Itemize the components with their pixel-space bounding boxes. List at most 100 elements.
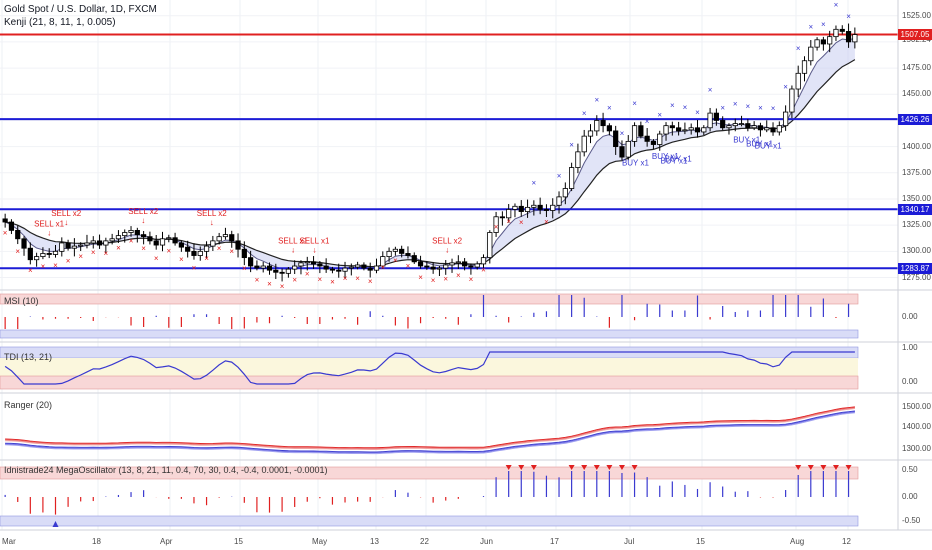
candle-body: [694, 127, 701, 133]
kenji-indicator-label[interactable]: Kenji (21, 8, 11, 1, 0.005): [4, 17, 116, 28]
sell-cross-marker: ×: [318, 275, 323, 284]
symbol-title[interactable]: Gold Spot / U.S. Dollar, 1D, FXCM: [4, 4, 157, 15]
price-tag: 1340.17: [898, 203, 932, 215]
sell-cross-marker: ×: [141, 244, 146, 253]
sell-arrow: ↓: [291, 245, 295, 254]
price-axis-tick: 1475.00: [902, 63, 931, 73]
candle-body: [845, 31, 852, 43]
sell-cross-marker: ×: [494, 223, 499, 232]
sell-cross-marker: ×: [28, 266, 33, 275]
candle-body: [531, 204, 537, 208]
candle-body: [103, 240, 109, 246]
tdi-pane-label[interactable]: TDI (13, 21): [4, 352, 53, 362]
price-axis-tick: 1525.00: [902, 10, 931, 20]
sell-cross-marker: ×: [380, 263, 385, 272]
time-axis-tick: 15: [696, 537, 705, 546]
mega-buy-triangle: [52, 521, 59, 527]
candle-body: [185, 246, 191, 252]
mega-axis-tick: 0.50: [902, 465, 918, 474]
tdi-mid-zone: [0, 358, 858, 376]
tdi-lower-zone: [0, 375, 859, 390]
candle-body: [613, 130, 619, 148]
sell-signal-label: SELL x2: [432, 236, 462, 245]
ranger-pane-label[interactable]: Ranger (20): [4, 400, 53, 410]
time-axis-tick: 15: [234, 537, 243, 546]
candle-body: [197, 250, 203, 256]
pane-dividers[interactable]: [0, 0, 932, 531]
sell-cross-marker: ×: [544, 217, 549, 226]
mega-sell-triangle: [618, 465, 625, 470]
buy-cross-marker: ×: [821, 20, 826, 29]
candle-body: [732, 123, 738, 127]
tdi-axis-tick: 0.00: [902, 377, 918, 386]
candle-body: [15, 229, 21, 240]
candle-body: [493, 216, 499, 233]
price-axis-tick: 1275.00: [902, 272, 931, 282]
candle-body: [550, 204, 556, 211]
buy-cross-marker: ×: [746, 102, 751, 111]
candle-body: [134, 229, 140, 235]
candle-body: [487, 232, 493, 259]
candle-body: [84, 242, 90, 246]
sell-cross-marker: ×: [305, 269, 310, 278]
candle-body: [122, 232, 128, 237]
mega-sell-triangle: [795, 465, 802, 470]
ranger-axis-tick: 1500.00: [902, 402, 931, 411]
grid: [0, 0, 898, 530]
candle-body: [323, 265, 329, 270]
msi-lower-zone: [0, 329, 859, 339]
candle-body: [644, 135, 650, 142]
candle-body: [852, 34, 858, 43]
candle-body: [46, 253, 52, 255]
sell-cross-marker: ×: [3, 229, 8, 238]
candle-body: [676, 127, 682, 132]
sell-cross-marker: ×: [368, 277, 373, 286]
tdi-line: [4, 351, 855, 385]
buy-cross-marker: ×: [632, 99, 637, 108]
candle-body: [304, 261, 310, 264]
candle-body: [713, 112, 719, 121]
candle-body: [392, 248, 398, 252]
buy-cross-marker: ×: [594, 95, 599, 104]
candle-body: [153, 240, 159, 246]
candle-body: [638, 125, 644, 137]
sell-cross-marker: ×: [431, 276, 436, 285]
candle-body: [757, 125, 764, 131]
sell-cross-marker: ×: [355, 274, 360, 283]
ranger-line: [5, 412, 855, 455]
sell-cross-marker: ×: [15, 247, 20, 256]
kenji-bands: [4, 37, 856, 270]
candle-body: [462, 261, 468, 267]
candle-body: [172, 237, 178, 244]
ranger-line: [5, 408, 855, 450]
mega-sell-triangle: [606, 465, 613, 470]
candle-body: [587, 130, 594, 137]
time-axis-tick: 22: [420, 537, 429, 546]
candle-body: [115, 235, 122, 240]
mega-sell-triangle: [832, 465, 839, 470]
buy-signal-label: BUY x1: [665, 154, 693, 163]
candle-body: [424, 265, 430, 268]
time-axis-tick: 17: [550, 537, 559, 546]
candle-body: [260, 265, 266, 269]
price-axis-tick: 1300.00: [902, 246, 931, 256]
kenji-fast-line: [4, 37, 856, 270]
candle-body: [147, 236, 153, 242]
candle-body: [468, 265, 474, 268]
megaoscillator-pane-label[interactable]: Idnistrade24 MegaOscillator (13, 8, 21, …: [4, 465, 328, 475]
msi-upper-zone: [0, 293, 859, 305]
buy-cross-marker: ×: [720, 103, 725, 112]
sell-arrow: ↓: [64, 218, 68, 227]
time-axis-tick: 13: [370, 537, 379, 546]
candle-body: [348, 266, 354, 269]
msi-axis-tick: 0.00: [902, 312, 918, 321]
candle-body: [480, 257, 487, 265]
candle-body: [801, 60, 808, 74]
candle-body: [298, 262, 304, 267]
kenji-slow-line: [4, 59, 856, 268]
msi-pane-label[interactable]: MSI (10): [4, 296, 39, 306]
candle-body: [254, 265, 260, 269]
buy-cross-marker: ×: [607, 103, 612, 112]
